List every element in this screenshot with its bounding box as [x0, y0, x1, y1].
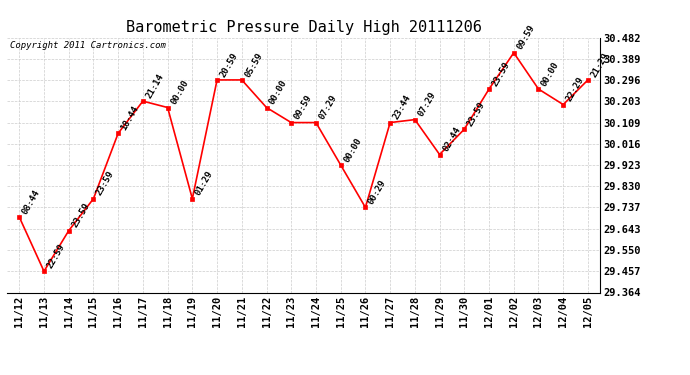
Text: 18:44: 18:44 [119, 104, 141, 132]
Text: 21:14: 21:14 [144, 72, 166, 100]
Text: 05:59: 05:59 [243, 51, 264, 78]
Text: 00:29: 00:29 [367, 178, 388, 206]
Text: 22:59: 22:59 [46, 242, 67, 270]
Text: 23:59: 23:59 [491, 60, 512, 88]
Text: 22:29: 22:29 [564, 75, 586, 103]
Text: 20:59: 20:59 [219, 51, 239, 78]
Text: 23:59: 23:59 [70, 201, 91, 229]
Text: 00:00: 00:00 [169, 78, 190, 106]
Text: 09:59: 09:59 [293, 93, 314, 121]
Text: 00:00: 00:00 [540, 60, 561, 88]
Text: 21:29: 21:29 [589, 51, 611, 78]
Text: 23:44: 23:44 [391, 93, 413, 121]
Text: 01:29: 01:29 [194, 170, 215, 197]
Text: Copyright 2011 Cartronics.com: Copyright 2011 Cartronics.com [10, 41, 166, 50]
Title: Barometric Pressure Daily High 20111206: Barometric Pressure Daily High 20111206 [126, 20, 482, 35]
Text: 02:44: 02:44 [441, 125, 462, 153]
Text: 00:00: 00:00 [342, 136, 364, 164]
Text: 07:29: 07:29 [317, 93, 339, 121]
Text: 23:59: 23:59 [95, 170, 116, 197]
Text: 07:29: 07:29 [416, 90, 437, 118]
Text: 23:59: 23:59 [466, 100, 487, 128]
Text: 09:59: 09:59 [515, 24, 536, 51]
Text: 08:44: 08:44 [21, 188, 42, 216]
Text: 00:00: 00:00 [268, 78, 289, 106]
